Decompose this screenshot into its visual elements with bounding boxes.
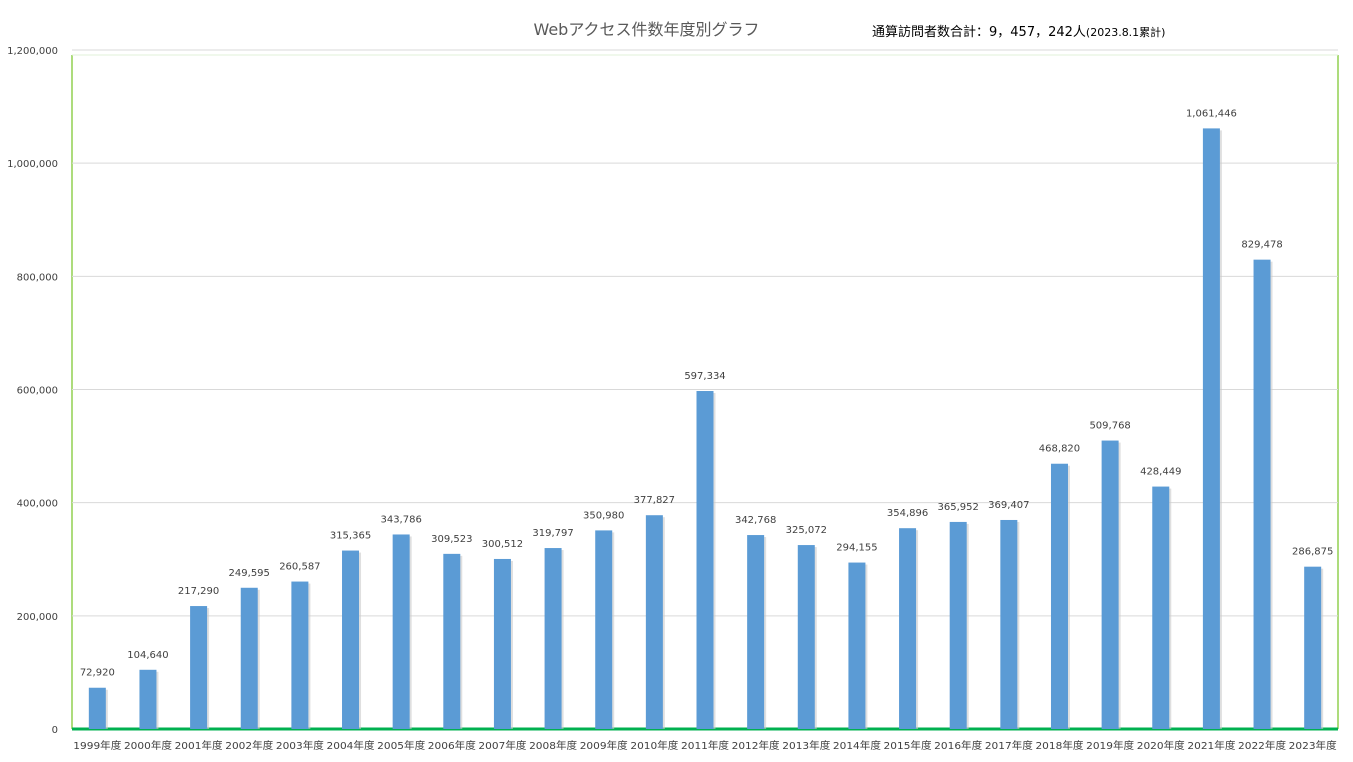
bar	[190, 606, 208, 729]
x-tick-label: 2005年度	[377, 739, 425, 752]
x-tick-label: 2009年度	[580, 739, 628, 752]
data-label: 509,768	[1089, 421, 1130, 432]
data-label: 829,478	[1241, 240, 1282, 251]
data-label: 468,820	[1039, 444, 1080, 455]
data-label: 428,449	[1140, 467, 1181, 478]
bar	[342, 550, 360, 729]
bar	[392, 534, 410, 729]
bar	[848, 562, 866, 729]
x-tick-label: 2013年度	[782, 739, 830, 752]
bar	[949, 521, 967, 729]
bar	[797, 545, 815, 729]
x-tick-label: 1999年度	[73, 739, 121, 752]
y-tick-label: 400,000	[17, 499, 58, 510]
x-tick-label: 2023年度	[1289, 739, 1337, 752]
bar	[696, 391, 714, 729]
x-tick-label: 2020年度	[1137, 739, 1185, 752]
x-tick-label: 2017年度	[985, 739, 1033, 752]
x-tick-label: 2008年度	[529, 739, 577, 752]
data-label: 260,587	[279, 562, 320, 573]
bar	[595, 530, 613, 729]
x-tick-label: 2016年度	[934, 739, 982, 752]
data-label: 597,334	[684, 371, 725, 382]
chart-title: Webアクセス件数年度別グラフ	[533, 20, 760, 39]
data-label: 315,365	[330, 531, 371, 542]
data-label: 286,875	[1292, 547, 1333, 558]
bar	[544, 548, 562, 729]
data-label: 365,952	[938, 502, 979, 513]
y-tick-label: 200,000	[17, 612, 58, 623]
x-tick-label: 2002年度	[225, 739, 273, 752]
x-tick-label: 2015年度	[884, 739, 932, 752]
y-tick-label: 1,000,000	[7, 159, 58, 170]
data-label: 319,797	[532, 528, 573, 539]
data-label: 104,640	[127, 650, 168, 661]
total-visitors-text: 通算訪問者数合計：9，457，242人	[872, 25, 1086, 40]
bar	[240, 587, 258, 729]
y-tick-label: 600,000	[17, 386, 58, 397]
bar	[899, 528, 917, 729]
bar	[493, 558, 511, 729]
data-label: 342,768	[735, 515, 776, 526]
x-tick-label: 2000年度	[124, 739, 172, 752]
bar	[1202, 128, 1220, 730]
bar	[747, 535, 765, 729]
bar	[1000, 519, 1018, 729]
data-label: 369,407	[988, 500, 1029, 511]
x-tick-label: 2010年度	[630, 739, 678, 752]
total-visitors-note: 通算訪問者数合計：9，457，242人(2023.8.1累計)	[872, 21, 1165, 40]
x-tick-label: 2006年度	[428, 739, 476, 752]
y-tick-label: 1,200,000	[7, 46, 58, 57]
data-label: 325,072	[786, 525, 827, 536]
y-tick-label: 800,000	[17, 272, 58, 283]
x-tick-label: 2019年度	[1086, 739, 1134, 752]
y-tick-label: 0	[52, 725, 58, 736]
x-tick-label: 2007年度	[478, 739, 526, 752]
data-label: 300,512	[482, 539, 523, 550]
bar	[1050, 463, 1068, 729]
bar	[139, 669, 157, 729]
data-label: 350,980	[583, 510, 624, 521]
x-tick-label: 2001年度	[175, 739, 223, 752]
bar	[645, 515, 663, 729]
x-tick-label: 2018年度	[1035, 739, 1083, 752]
data-label: 354,896	[887, 508, 928, 519]
bar	[1253, 259, 1271, 729]
data-label: 294,155	[836, 543, 877, 554]
data-label: 217,290	[178, 586, 219, 597]
x-tick-label: 2011年度	[681, 739, 729, 752]
data-label: 343,786	[380, 514, 421, 525]
bar	[443, 553, 461, 729]
bar	[1152, 486, 1170, 729]
bar	[88, 687, 106, 729]
x-tick-label: 2021年度	[1187, 739, 1235, 752]
bar	[291, 581, 309, 729]
data-label: 72,920	[80, 668, 115, 679]
data-label: 249,595	[229, 568, 270, 579]
x-tick-label: 2012年度	[732, 739, 780, 752]
x-tick-label: 2003年度	[276, 739, 324, 752]
x-tick-label: 2014年度	[833, 739, 881, 752]
total-visitors-date: (2023.8.1累計)	[1085, 26, 1166, 39]
x-tick-label: 2022年度	[1238, 739, 1286, 752]
bar	[1101, 440, 1119, 729]
data-label: 309,523	[431, 534, 472, 545]
data-label: 377,827	[634, 495, 675, 506]
bar	[1304, 566, 1322, 729]
data-label: 1,061,446	[1186, 108, 1237, 119]
x-tick-label: 2004年度	[327, 739, 375, 752]
